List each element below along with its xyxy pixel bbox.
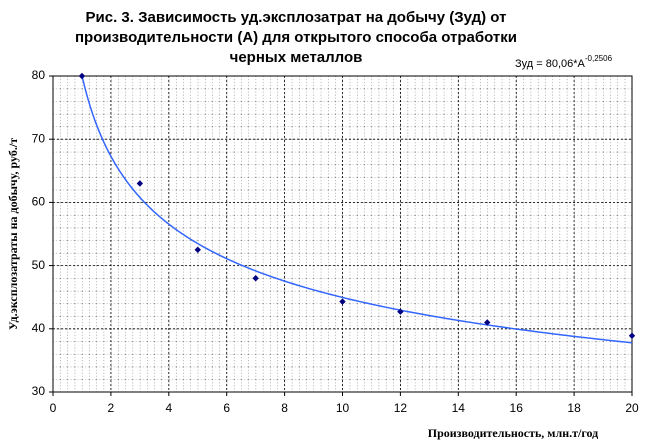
chart-title: черных металлов — [230, 49, 363, 66]
data-point — [397, 308, 404, 315]
y-tick-label: 40 — [32, 321, 46, 335]
plot-frame — [52, 75, 633, 393]
trendline — [81, 75, 633, 344]
y-tick-label: 50 — [32, 258, 46, 272]
chart-title: производительности (А) для открытого спо… — [75, 29, 517, 46]
equation-text: Зуд = 80,06*A — [515, 58, 586, 70]
data-point — [78, 72, 86, 80]
data-point — [628, 332, 636, 339]
y-tick-label: 30 — [32, 384, 46, 398]
x-tick-label: 4 — [165, 401, 172, 415]
x-tick-label: 0 — [50, 401, 57, 415]
x-tick-label: 20 — [625, 401, 639, 415]
data-point — [252, 275, 259, 282]
x-tick-label: 16 — [510, 401, 524, 415]
equation-exponent: -0,2506 — [585, 54, 613, 63]
x-tick-label: 6 — [223, 401, 230, 415]
chart-title: Рис. 3. Зависимость уд.эксплозатрат на д… — [86, 9, 507, 26]
data-point — [136, 180, 144, 187]
y-tick-label: 70 — [32, 131, 46, 145]
x-tick-label: 14 — [452, 401, 466, 415]
x-axis-label: Производительность, млн.т/год — [428, 426, 598, 440]
y-tick-label: 60 — [32, 195, 46, 209]
data-point — [484, 319, 491, 326]
x-tick-label: 12 — [394, 401, 408, 415]
x-tick-label: 18 — [567, 401, 581, 415]
x-tick-label: 2 — [108, 401, 115, 415]
y-axis-label: Уд.эксплозатраты на добычу, руб./т — [6, 138, 20, 330]
y-tick-label: 80 — [32, 68, 46, 82]
data-point — [194, 246, 201, 253]
data-point — [339, 298, 346, 305]
equation: Зуд = 80,06*A-0,2506 — [515, 54, 613, 70]
x-tick-label: 10 — [336, 401, 350, 415]
x-tick-label: 8 — [281, 401, 288, 415]
